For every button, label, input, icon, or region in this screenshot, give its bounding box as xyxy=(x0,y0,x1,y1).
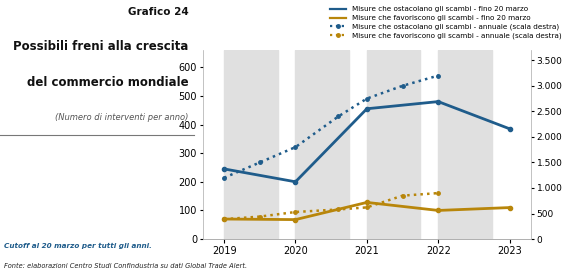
Legend: Misure che ostacolano gli scambi - fino 20 marzo, Misure che favoriscono gli sca: Misure che ostacolano gli scambi - fino … xyxy=(331,6,562,39)
Bar xyxy=(367,50,420,239)
Bar xyxy=(224,50,278,239)
Bar xyxy=(295,50,349,239)
Text: Possibili freni alla crescita: Possibili freni alla crescita xyxy=(13,40,188,53)
Bar xyxy=(438,50,492,239)
Text: Grafico 24: Grafico 24 xyxy=(127,7,188,17)
Text: Fonte: elaborazioni Centro Studi Confindustria su dati Global Trade Alert.: Fonte: elaborazioni Centro Studi Confind… xyxy=(4,264,247,269)
Text: del commercio mondiale: del commercio mondiale xyxy=(27,76,188,89)
Text: Cutoff al 20 marzo per tutti gli anni.: Cutoff al 20 marzo per tutti gli anni. xyxy=(4,242,152,249)
Text: (Numero di interventi per anno): (Numero di interventi per anno) xyxy=(55,113,188,122)
